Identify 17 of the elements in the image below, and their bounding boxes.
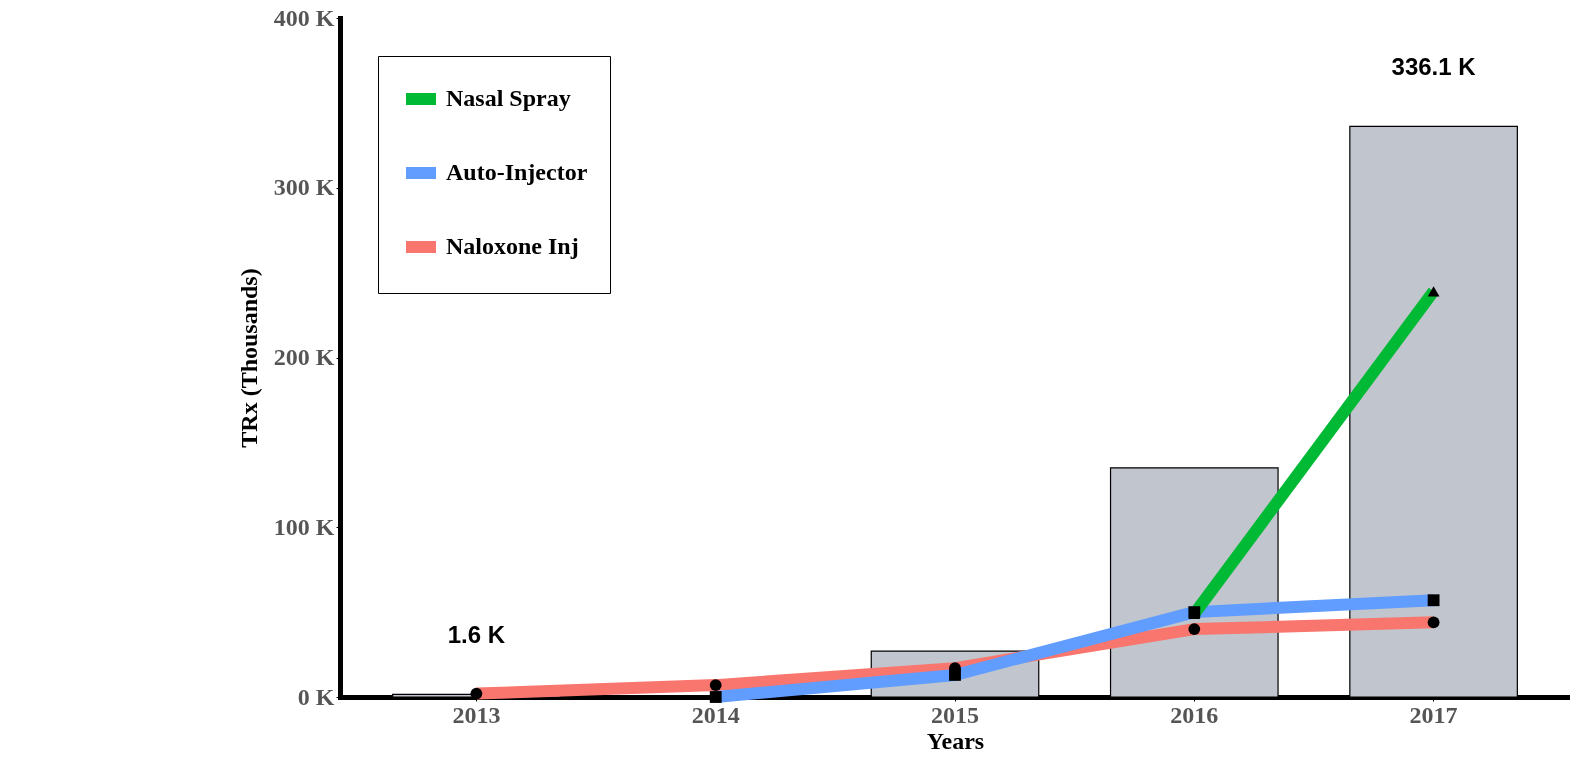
y-tick-label: 400 K [273, 4, 335, 31]
legend-label: Auto-Injector [446, 159, 588, 185]
y-axis-title: TRx (Thousands) [235, 268, 262, 448]
x-tick-label: 2014 [691, 701, 740, 728]
y-tick-label: 100 K [273, 513, 335, 540]
legend-label: Nasal Spray [446, 85, 571, 111]
y-tick-label: 300 K [273, 174, 335, 201]
y-tick-label: 0 K [297, 683, 335, 710]
data-label: 336.1 K [1391, 53, 1477, 81]
y-tick-label: 200 K [273, 344, 335, 370]
x-tick-label: 2015 [931, 701, 979, 728]
data-label: 1.6 K [447, 621, 506, 649]
x-tick-label: 2016 [1170, 701, 1219, 728]
x-axis-title: Years [926, 727, 985, 754]
x-tick-label: 2013 [452, 701, 501, 728]
x-tick-label: 2017 [1409, 701, 1458, 728]
legend-label: Naloxone Inj [446, 233, 579, 259]
